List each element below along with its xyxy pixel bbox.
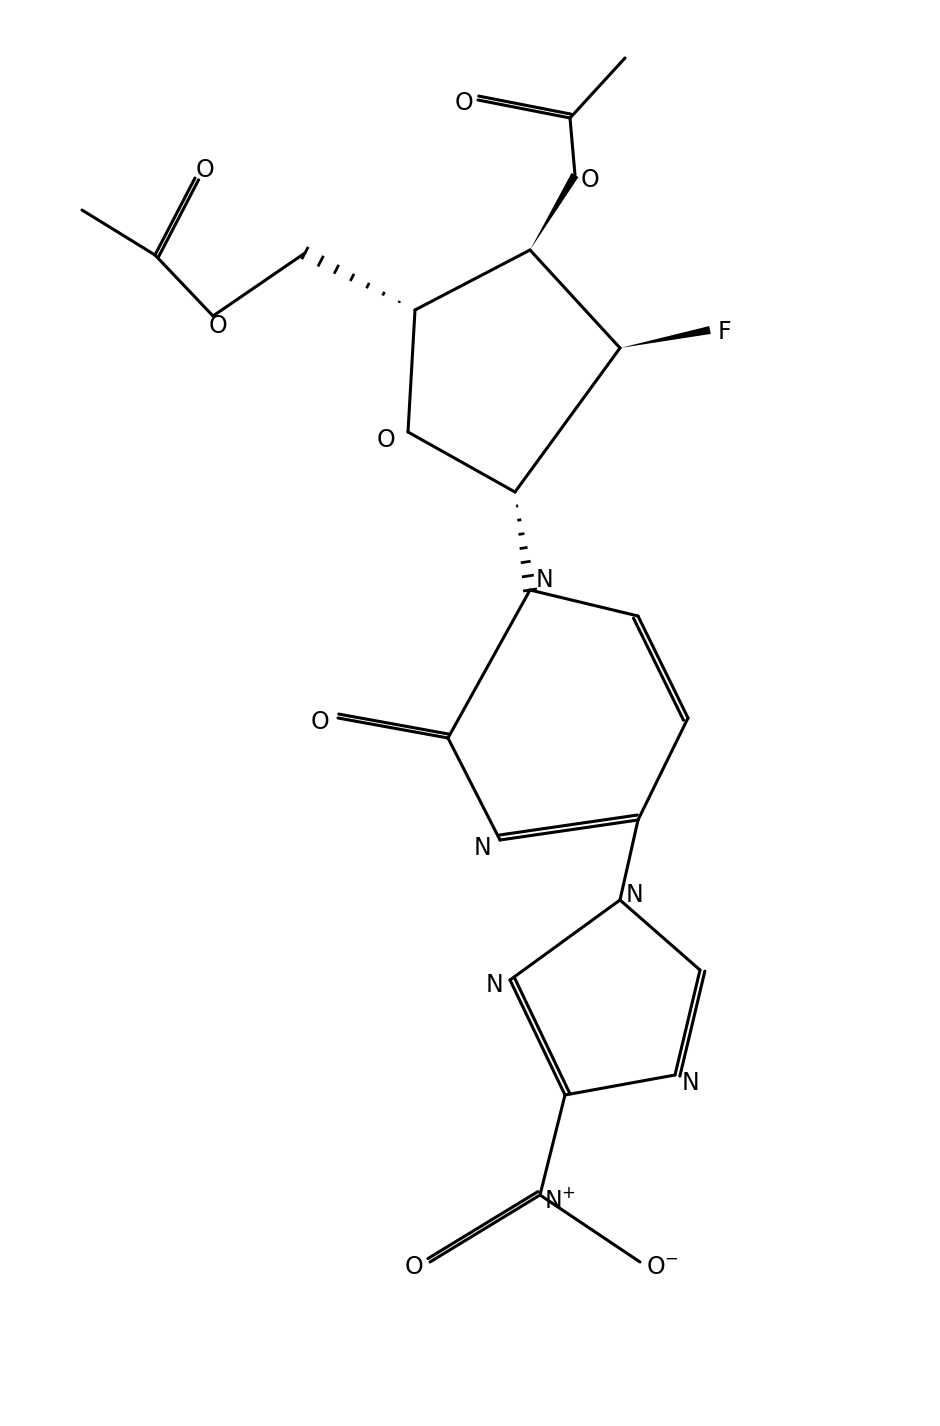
Text: N: N — [625, 883, 643, 907]
Text: N: N — [473, 836, 491, 860]
Text: O: O — [377, 428, 396, 452]
Text: O: O — [404, 1255, 423, 1279]
Text: O: O — [581, 168, 600, 193]
Text: O: O — [455, 91, 474, 116]
Polygon shape — [530, 173, 578, 250]
Text: O: O — [196, 158, 214, 183]
Text: O: O — [209, 314, 227, 338]
Text: N: N — [485, 973, 503, 997]
Text: O$^{-}$: O$^{-}$ — [646, 1255, 679, 1279]
Polygon shape — [620, 327, 711, 348]
Text: N$^{+}$: N$^{+}$ — [544, 1188, 576, 1212]
Text: N: N — [682, 1071, 700, 1095]
Text: F: F — [717, 319, 730, 344]
Text: O: O — [310, 710, 329, 734]
Text: N: N — [535, 568, 553, 592]
